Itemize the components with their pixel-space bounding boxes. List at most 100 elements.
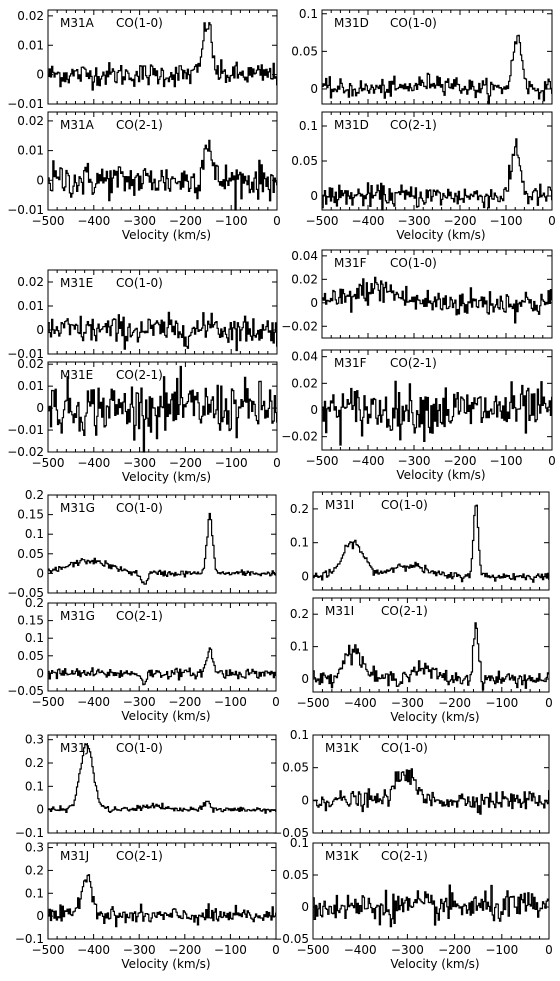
y-tick-label: 0.1 — [290, 640, 309, 654]
x-tick-label: −300 — [123, 695, 156, 709]
y-tick-label: 0.1 — [25, 631, 44, 645]
y-tick-label: 0 — [36, 803, 44, 817]
x-tick-label: −500 — [32, 214, 65, 228]
y-tick-label: 0 — [36, 909, 44, 923]
x-tick-label: −200 — [168, 695, 201, 709]
y-tick-label: 0.02 — [17, 357, 44, 371]
y-tick-label: 0.02 — [17, 114, 44, 128]
spectrum-line — [48, 311, 278, 352]
y-tick-label: 0 — [301, 793, 309, 807]
y-tick-label: 0.1 — [299, 119, 318, 133]
source-label: M31G — [60, 501, 95, 515]
x-tick-label: 0 — [545, 943, 553, 957]
transition-label: CO(1-0) — [390, 16, 437, 30]
spectrum-line — [322, 380, 553, 446]
spectrum-panel: 0.1 0.05 0 M31D CO(1-0) — [291, 7, 553, 105]
x-axis-title: Velocity (km/s) — [396, 468, 485, 482]
spectrum-panel: 0.2 0.1 0 M31I CO(1-0) — [290, 491, 550, 591]
spectrum-line — [313, 504, 550, 583]
y-tick-label: 0.15 — [17, 614, 44, 628]
y-tick-label: 0.2 — [25, 863, 44, 877]
source-label: M31E — [60, 276, 93, 290]
transition-label: CO(1-0) — [116, 276, 163, 290]
x-tick-label: −200 — [438, 696, 471, 710]
y-tick-label: 0.01 — [17, 38, 44, 52]
y-tick-label: 0.01 — [17, 144, 44, 158]
spectrum-line — [48, 139, 278, 211]
source-label: M31F — [334, 356, 367, 370]
x-tick-label: −200 — [444, 214, 477, 228]
x-axis-title: Velocity (km/s) — [121, 709, 210, 723]
panel-frame — [47, 269, 278, 355]
spectrum-panel: 0.02 0.01 0 −0.01 −0.02−500 −400 −300 −200 −100 0… — [7, 357, 281, 484]
x-tick-label: 0 — [548, 454, 556, 468]
y-tick-label: −0.01 — [7, 423, 44, 437]
source-label: M31D — [334, 16, 369, 30]
panel-frame — [321, 9, 553, 105]
transition-label: CO(1-0) — [381, 498, 428, 512]
y-tick-label: 0.1 — [25, 527, 44, 541]
spectrum-panel: 0.2 0.15 0.1 0.05 0 −0.05 M31G CO(1-0) — [7, 488, 277, 600]
spectrum-panel: 0.2 0.1 0 −500 −400 −300 −200 −100 0 Velocity (km… — [290, 597, 553, 724]
y-tick-label: 0.01 — [17, 379, 44, 393]
y-tick-label: 0.15 — [17, 508, 44, 522]
spectrum-panel: 0.02 0.01 0 −0.01 M31A CO(1-0) — [7, 9, 278, 111]
y-tick-label: 0 — [310, 82, 318, 96]
x-tick-label: −400 — [344, 943, 377, 957]
panel-frame — [47, 842, 277, 940]
x-tick-label: −200 — [168, 943, 201, 957]
spectrum-line — [48, 22, 278, 91]
source-label: M31A — [60, 16, 95, 30]
x-tick-label: −100 — [490, 454, 523, 468]
transition-label: CO(2-1) — [116, 609, 163, 623]
x-tick-label: −500 — [306, 214, 339, 228]
source-label: M31I — [325, 498, 354, 512]
spectrum-line — [48, 512, 277, 585]
spectrum-panel: 0.02 0.01 0 −0.01 M31E CO(1-0) — [7, 269, 278, 361]
y-tick-label: −0.02 — [281, 319, 318, 333]
transition-label: CO(2-1) — [116, 118, 163, 132]
x-tick-label: −500 — [32, 456, 65, 470]
y-tick-label: −0.05 — [272, 932, 309, 946]
x-tick-label: 0 — [273, 456, 281, 470]
x-tick-label: −100 — [485, 696, 518, 710]
transition-label: CO(1-0) — [116, 501, 163, 515]
y-tick-label: 0 — [301, 900, 309, 914]
spectrum-line — [322, 34, 553, 105]
y-tick-label: 0.1 — [290, 536, 309, 550]
spectrum-line — [313, 768, 550, 815]
y-tick-label: 0.02 — [291, 376, 318, 390]
y-tick-label: −0.1 — [15, 932, 44, 946]
source-label: M31F — [334, 256, 367, 270]
panel-frame — [47, 602, 277, 692]
x-tick-label: −100 — [490, 214, 523, 228]
y-tick-label: 0.05 — [291, 44, 318, 58]
spectrum-line — [48, 874, 277, 928]
spectrum-line — [48, 647, 277, 686]
spectrum-line — [48, 365, 278, 453]
x-tick-label: 0 — [273, 214, 281, 228]
source-label: M31J — [60, 849, 89, 863]
x-tick-label: −400 — [344, 696, 377, 710]
spectrum-panel: 0.3 0.2 0.1 0 −0.1−500 −400 −300 −200 −100 0 Veloc… — [15, 841, 280, 971]
spectrum-panel: 0.10.050−0.05−500 −400 −300 −200 −100 0Veloci… — [272, 836, 553, 971]
y-tick-label: 0.05 — [17, 547, 44, 561]
transition-label: CO(1-0) — [390, 256, 437, 270]
x-axis-title: Velocity (km/s) — [121, 957, 210, 971]
x-tick-label: −300 — [398, 454, 431, 468]
y-tick-label: −0.05 — [7, 586, 44, 600]
x-tick-label: −200 — [169, 214, 202, 228]
y-tick-label: −0.01 — [7, 347, 44, 361]
panel-frame — [47, 9, 278, 105]
x-tick-label: −500 — [297, 696, 330, 710]
y-tick-label: 0.1 — [25, 779, 44, 793]
transition-label: CO(1-0) — [116, 16, 163, 30]
y-tick-label: 0.01 — [17, 299, 44, 313]
y-tick-label: −0.01 — [7, 97, 44, 111]
x-tick-label: −100 — [215, 456, 248, 470]
y-tick-label: 0 — [36, 401, 44, 415]
source-label: M31J — [60, 741, 89, 755]
y-tick-label: 0 — [36, 323, 44, 337]
x-tick-label: −100 — [214, 943, 247, 957]
y-tick-label: 0.05 — [282, 761, 309, 775]
